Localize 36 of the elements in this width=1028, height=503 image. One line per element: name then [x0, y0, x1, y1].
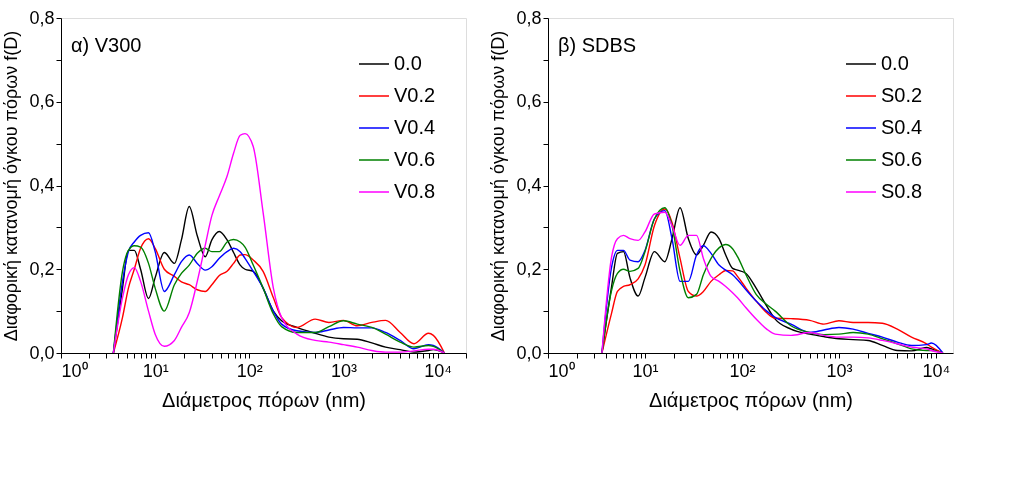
y-tick-label: 0,2: [516, 258, 542, 279]
y-tick-label: 0,4: [516, 175, 542, 195]
legend-label: 0.0: [881, 52, 909, 74]
x-tick-label: 10³: [330, 360, 357, 381]
x-tick-label: 10⁴: [424, 360, 453, 381]
x-tick-label: 10⁴: [922, 360, 951, 381]
x-tick-label: 10⁰: [548, 360, 575, 381]
x-tick-label: 10²: [236, 360, 263, 381]
y-tick-label: 0,0: [29, 342, 55, 363]
x-tick-label: 10¹: [632, 360, 659, 381]
x-tick-label: 10⁰: [61, 360, 88, 381]
legend-label: S0.8: [881, 180, 923, 202]
legend-label: S0.2: [881, 84, 923, 106]
x-tick-label: 10³: [826, 360, 853, 381]
y-tick-label: 0,2: [29, 258, 55, 279]
y-tick-label: 0,8: [516, 7, 542, 28]
y-tick-label: 0,4: [29, 175, 55, 195]
legend-label: V0.8: [394, 180, 436, 202]
x-axis-title: Διάμετρος πόρων (nm): [162, 388, 366, 411]
legend-label: V0.4: [394, 116, 436, 138]
legend-label: V0.2: [394, 84, 436, 106]
legend-label: 0.0: [394, 52, 422, 74]
y-tick-label: 0,6: [516, 91, 542, 112]
x-axis-title: Διάμετρος πόρων (nm): [649, 388, 853, 411]
legend-label: S0.4: [881, 116, 923, 138]
text: β) SDBS: [558, 34, 637, 56]
x-tick-label: 10²: [729, 360, 756, 381]
y-tick-label: 0,0: [516, 342, 542, 363]
text: α) V300: [71, 34, 142, 56]
legend-label: V0.6: [394, 148, 436, 170]
y-axis-title: Διαφορική κατανομή όγκου πόρων f(D): [1, 30, 22, 342]
y-tick-label: 0,6: [29, 91, 55, 112]
legend-label: S0.6: [881, 148, 923, 170]
y-tick-label: 0,8: [29, 7, 55, 28]
y-axis-title: Διαφορική κατανομή όγκου πόρων f(D): [488, 30, 509, 342]
x-tick-label: 10¹: [142, 360, 169, 381]
